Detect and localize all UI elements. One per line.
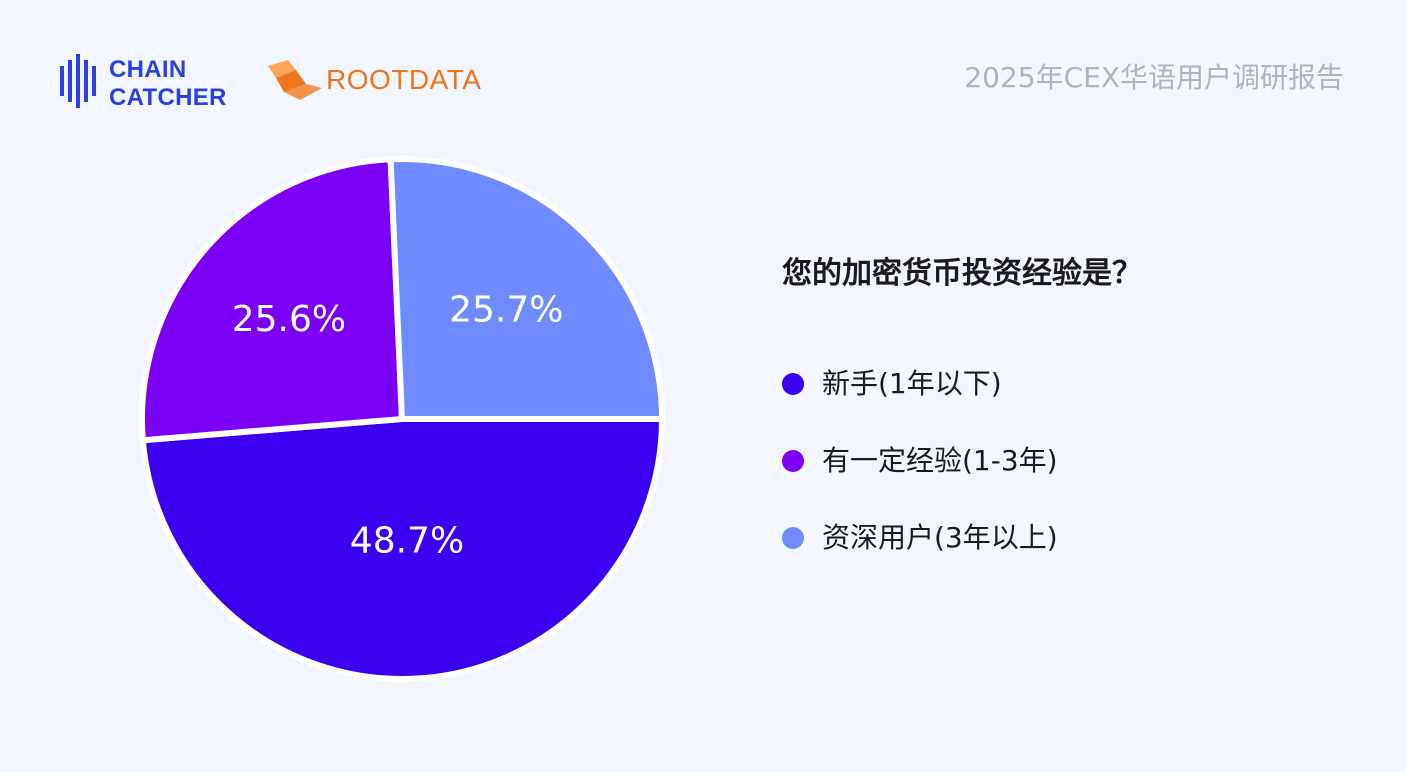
chart-title: 您的加密货币投资经验是？ [782, 256, 1142, 291]
chaincatcher-logo: CHAIN CATCHER [58, 52, 238, 114]
chaincatcher-icon [60, 54, 96, 108]
legend-dot-beginner [782, 373, 804, 395]
legend-label-experienced: 有一定经验(1-3年) [822, 444, 1058, 477]
rootdata-icon [268, 60, 322, 100]
legend-label-beginner: 新手(1年以下) [822, 367, 1002, 400]
chaincatcher-wordmark: CHAIN CATCHER [109, 56, 227, 112]
header: CHAIN CATCHER ROOTDATA 2025年CEX华语用户调研报告 [0, 0, 1406, 150]
legend-dot-experienced [782, 450, 804, 472]
pie-slice-beginner [139, 416, 665, 682]
legend-label-senior: 资深用户(3年以上) [822, 521, 1058, 554]
legend-dot-senior [782, 527, 804, 549]
pie-slice-senior [387, 156, 665, 422]
pie-label-experienced: 25.6% [232, 299, 346, 340]
pie-label-beginner: 48.7% [350, 521, 464, 562]
pie-label-senior: 25.7% [449, 290, 563, 331]
rootdata-logo: ROOTDATA [266, 58, 516, 102]
report-title: 2025年CEX华语用户调研报告 [964, 61, 1344, 94]
chaincatcher-line2: CATCHER [109, 84, 227, 111]
rootdata-wordmark: ROOTDATA [326, 64, 482, 95]
pie-slice-experienced [139, 156, 405, 444]
chaincatcher-line1: CHAIN [109, 56, 187, 83]
